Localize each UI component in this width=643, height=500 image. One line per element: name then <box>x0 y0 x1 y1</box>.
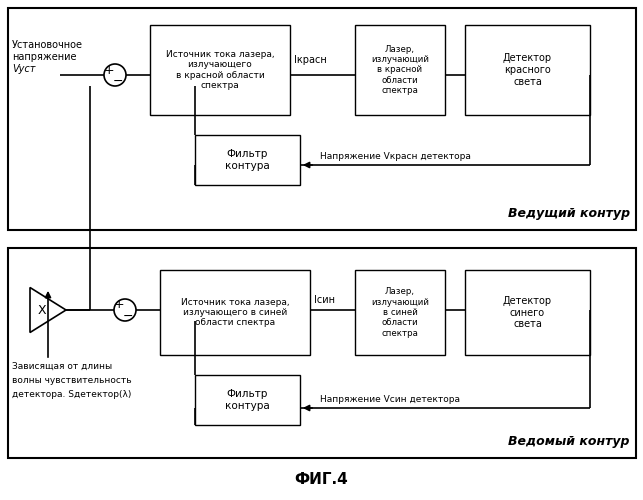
Text: детектора. Sдетектор(λ): детектора. Sдетектор(λ) <box>12 390 131 399</box>
Circle shape <box>114 299 136 321</box>
Text: Детектор
синего
света: Детектор синего света <box>503 296 552 329</box>
Text: Источник тока лазера,
излучающего
в красной области
спектра: Источник тока лазера, излучающего в крас… <box>166 50 275 90</box>
Text: Установочное: Установочное <box>12 40 83 50</box>
Text: −: − <box>123 310 133 322</box>
Text: X: X <box>38 304 46 316</box>
Text: +: + <box>114 298 124 312</box>
Text: ФИГ.4: ФИГ.4 <box>294 472 348 488</box>
Text: Iкрасн: Iкрасн <box>294 55 327 65</box>
Text: Ведомый контур: Ведомый контур <box>509 435 630 448</box>
Text: Лазер,
излучающий
в синей
области
спектра: Лазер, излучающий в синей области спектр… <box>371 287 429 338</box>
Text: волны чувствительность: волны чувствительность <box>12 376 132 385</box>
Bar <box>195 135 300 185</box>
Bar <box>150 25 290 115</box>
Text: напряжение: напряжение <box>12 52 77 62</box>
Text: Напряжение Vсин детектора: Напряжение Vсин детектора <box>320 395 460 404</box>
Bar <box>355 25 445 115</box>
Text: Фильтр
контура: Фильтр контура <box>225 149 270 171</box>
Text: Напряжение Vкрасн детектора: Напряжение Vкрасн детектора <box>320 152 471 161</box>
Bar <box>160 270 310 355</box>
Bar <box>465 270 590 355</box>
Text: −: − <box>113 74 123 88</box>
Text: Зависящая от длины: Зависящая от длины <box>12 362 112 371</box>
Bar <box>355 270 445 355</box>
Circle shape <box>104 64 126 86</box>
Bar <box>8 8 636 230</box>
Text: Источник тока лазера,
излучающего в синей
области спектра: Источник тока лазера, излучающего в сине… <box>181 298 289 328</box>
Text: Лазер,
излучающий
в красной
области
спектра: Лазер, излучающий в красной области спек… <box>371 44 429 96</box>
Text: +: + <box>104 64 114 76</box>
Text: Iсин: Iсин <box>314 295 335 305</box>
Polygon shape <box>30 288 66 333</box>
Bar <box>8 248 636 458</box>
Text: Vуст: Vуст <box>12 64 35 74</box>
Bar <box>465 25 590 115</box>
Text: Детектор
красного
света: Детектор красного света <box>503 54 552 86</box>
Text: Ведущий контур: Ведущий контур <box>508 207 630 220</box>
Bar <box>195 375 300 425</box>
Text: Фильтр
контура: Фильтр контура <box>225 389 270 411</box>
